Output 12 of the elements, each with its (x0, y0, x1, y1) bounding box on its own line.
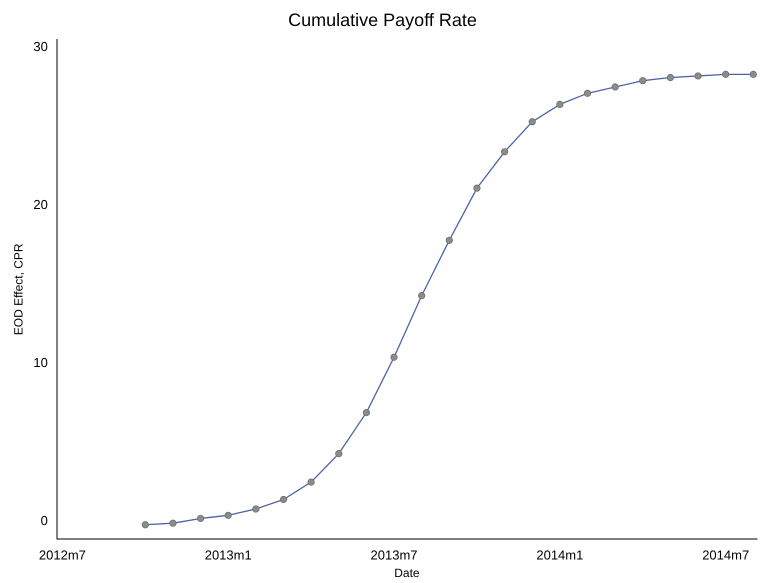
x-tick-label: 2013m7 (370, 547, 418, 562)
x-tick-label: 2013m1 (204, 547, 252, 562)
y-tick-label: 0 (40, 513, 48, 528)
x-tick-label: 2012m7 (38, 547, 86, 562)
x-tick-label: 2014m7 (702, 547, 750, 562)
chart-title: Cumulative Payoff Rate (288, 10, 477, 30)
y-tick-label: 10 (33, 355, 48, 370)
x-tick-label: 2014m1 (536, 547, 584, 562)
y-tick-label: 20 (33, 197, 48, 212)
y-axis-title: EOD Effect, CPR (12, 243, 26, 336)
x-axis-title: Date (394, 566, 420, 580)
y-tick-label: 30 (33, 39, 48, 54)
